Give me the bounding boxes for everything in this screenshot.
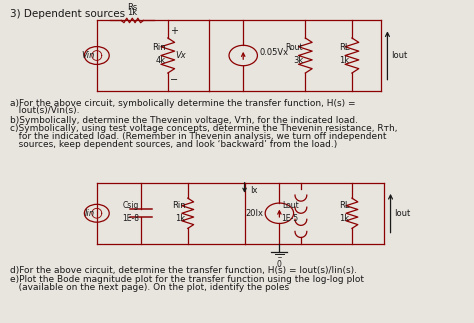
Text: +: + xyxy=(170,26,178,36)
Text: 0.05Vx: 0.05Vx xyxy=(260,48,289,57)
Text: Iout(s)/Vin(s).: Iout(s)/Vin(s). xyxy=(10,107,80,116)
Text: Rin: Rin xyxy=(172,201,185,210)
Text: 1k: 1k xyxy=(127,8,137,17)
Text: −: − xyxy=(170,75,178,85)
Text: Vin: Vin xyxy=(81,51,95,60)
Text: c)Symbolically, using test voltage concepts, determine the Thevenin resistance, : c)Symbolically, using test voltage conce… xyxy=(10,124,398,133)
Text: 4k: 4k xyxy=(155,56,165,65)
Text: 1E-5: 1E-5 xyxy=(282,214,299,223)
Text: 1k: 1k xyxy=(175,214,185,223)
Text: Ix: Ix xyxy=(250,186,257,195)
Text: Rout: Rout xyxy=(285,43,303,52)
Text: 3) Dependent sources: 3) Dependent sources xyxy=(10,9,126,19)
Text: Csig: Csig xyxy=(123,201,139,210)
Text: RL: RL xyxy=(339,43,350,52)
Text: Rin: Rin xyxy=(152,43,165,52)
Text: d)For the above circuit, determine the transfer function, H(s) = Iout(s)/Iin(s).: d)For the above circuit, determine the t… xyxy=(10,266,357,275)
Text: 1k: 1k xyxy=(339,56,350,65)
Text: Iout: Iout xyxy=(394,209,410,218)
Text: sources, keep dependent sources, and look ‘backward’ from the load.): sources, keep dependent sources, and loo… xyxy=(10,140,337,149)
Text: for the indicated load. (Remember in Thevenin analysis, we turn off independent: for the indicated load. (Remember in The… xyxy=(10,132,387,141)
Text: 0: 0 xyxy=(277,260,282,269)
Text: Iout: Iout xyxy=(391,51,407,60)
Text: Lout: Lout xyxy=(282,201,299,210)
Text: Iin: Iin xyxy=(84,209,95,218)
Text: e)Plot the Bode magnitude plot for the transfer function using the log-log plot: e)Plot the Bode magnitude plot for the t… xyxy=(10,276,364,285)
Text: Rs: Rs xyxy=(127,4,137,13)
Text: 1E-8: 1E-8 xyxy=(122,214,139,223)
Text: a)For the above circuit, symbolically determine the transfer function, H(s) =: a)For the above circuit, symbolically de… xyxy=(10,99,356,108)
Text: 20Ix: 20Ix xyxy=(245,209,263,218)
Text: 1k: 1k xyxy=(339,214,350,223)
Text: (available on the next page). On the plot, identify the poles: (available on the next page). On the plo… xyxy=(10,283,290,292)
Text: 3k: 3k xyxy=(293,56,303,65)
Text: b)Symbolically, determine the Thevenin voltage, Vᴛh, for the indicated load.: b)Symbolically, determine the Thevenin v… xyxy=(10,116,358,125)
Text: Vx: Vx xyxy=(176,51,187,60)
Text: RL: RL xyxy=(339,201,350,210)
